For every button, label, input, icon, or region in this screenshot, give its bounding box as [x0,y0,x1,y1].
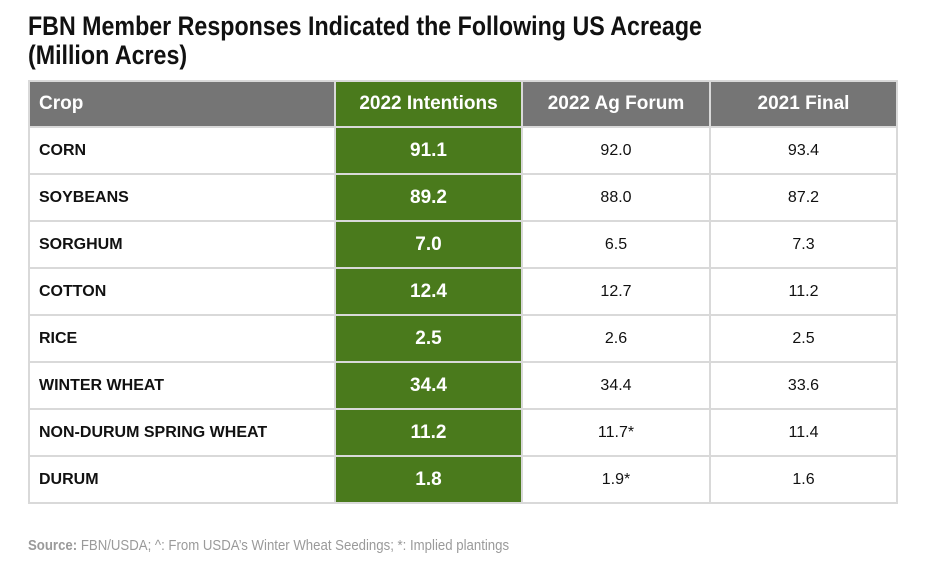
table-row: SORGHUM 7.0 6.5 7.3 [28,220,898,269]
cell-2022-intentions: 11.2 [334,408,523,457]
chart-title-line-1: FBN Member Responses Indicated the Follo… [28,11,702,41]
table-row: COTTON 12.4 12.7 11.2 [28,267,898,316]
table-row: DURUM 1.8 1.9* 1.6 [28,455,898,504]
source-text: FBN/USDA; ^: From USDA’s Winter Wheat Se… [77,537,510,554]
cell-crop: SOYBEANS [28,173,336,222]
cell-crop: COTTON [28,267,336,316]
table-row: WINTER WHEAT 34.4 34.4 33.6 [28,361,898,410]
cell-2021-final: 33.6 [709,361,898,410]
table-row: RICE 2.5 2.6 2.5 [28,314,898,363]
chart-title-line-2: (Million Acres) [28,40,188,70]
cell-2021-final: 11.4 [709,408,898,457]
header-2022-ag-forum: 2022 Ag Forum [521,80,711,128]
header-2021-final: 2021 Final [709,80,898,128]
cell-2021-final: 7.3 [709,220,898,269]
cell-crop: SORGHUM [28,220,336,269]
cell-2022-ag-forum: 2.6 [521,314,711,363]
header-2022-intentions: 2022 Intentions [334,80,523,128]
cell-2022-intentions: 89.2 [334,173,523,222]
table-body: CORN 91.1 92.0 93.4 SOYBEANS 89.2 88.0 87.2 SORG… [28,126,898,504]
cell-2021-final: 2.5 [709,314,898,363]
cell-crop: NON-DURUM SPRING WHEAT [28,408,336,457]
acreage-table: Crop 2022 Intentions 2022 Ag Forum 2021 … [28,80,898,504]
source-label: Source: [28,537,78,554]
cell-2022-intentions: 2.5 [334,314,523,363]
cell-crop: RICE [28,314,336,363]
header-crop: Crop [28,80,336,128]
cell-2022-intentions: 1.8 [334,455,523,504]
cell-2022-ag-forum: 1.9* [521,455,711,504]
cell-2022-intentions: 91.1 [334,126,523,175]
cell-2022-intentions: 34.4 [334,361,523,410]
table-row: SOYBEANS 89.2 88.0 87.2 [28,173,898,222]
cell-2021-final: 11.2 [709,267,898,316]
cell-2021-final: 93.4 [709,126,898,175]
table-header-row: Crop 2022 Intentions 2022 Ag Forum 2021 … [28,80,898,128]
cell-2022-ag-forum: 88.0 [521,173,711,222]
cell-2022-ag-forum: 6.5 [521,220,711,269]
cell-2022-intentions: 12.4 [334,267,523,316]
cell-2022-ag-forum: 11.7* [521,408,711,457]
cell-2022-ag-forum: 92.0 [521,126,711,175]
cell-crop: DURUM [28,455,336,504]
cell-crop: CORN [28,126,336,175]
table-row: NON-DURUM SPRING WHEAT 11.2 11.7* 11.4 [28,408,898,457]
source-note: Source: FBN/USDA; ^: From USDA’s Winter … [28,537,509,554]
cell-2022-ag-forum: 34.4 [521,361,711,410]
cell-2021-final: 87.2 [709,173,898,222]
table-row: CORN 91.1 92.0 93.4 [28,126,898,175]
cell-2022-intentions: 7.0 [334,220,523,269]
chart-title: FBN Member Responses Indicated the Follo… [28,12,785,70]
cell-crop: WINTER WHEAT [28,361,336,410]
cell-2022-ag-forum: 12.7 [521,267,711,316]
cell-2021-final: 1.6 [709,455,898,504]
